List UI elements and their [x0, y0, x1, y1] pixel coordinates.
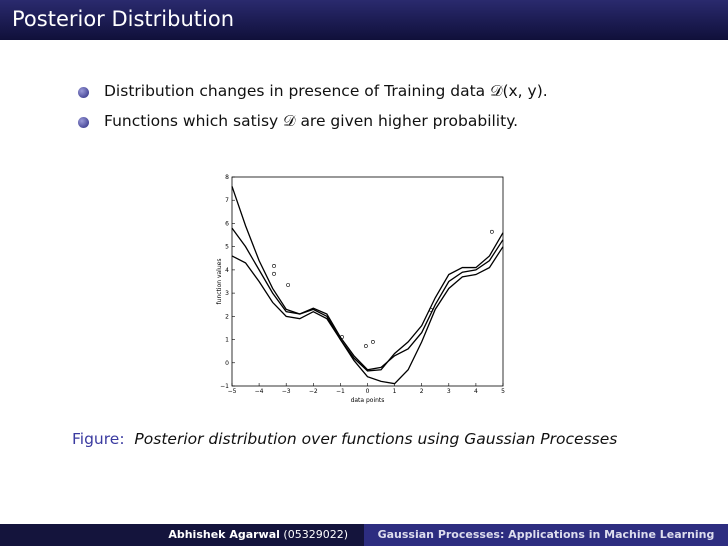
y-tick-label: −1	[220, 383, 229, 390]
y-tick-label: 0	[225, 360, 229, 367]
caption-text: Posterior distribution over functions us…	[134, 430, 618, 448]
footer-author: Abhishek Agarwal	[168, 528, 280, 541]
data-point	[363, 344, 368, 348]
footer-id: (05329022)	[283, 528, 348, 541]
data-point	[489, 229, 494, 234]
caption: Figure: Posterior distribution over func…	[72, 430, 617, 448]
footer-talk-title: Gaussian Processes: Applications in Mach…	[377, 528, 715, 541]
x-tick-label: 0	[366, 388, 370, 395]
x-tick-label: −1	[336, 388, 345, 395]
y-tick-label: 3	[225, 290, 229, 297]
curve	[231, 227, 504, 371]
bullet-dot	[78, 87, 89, 98]
footer-left: Abhishek Agarwal (05329022)	[0, 524, 364, 546]
data-point	[429, 307, 433, 312]
y-tick-label: 4	[225, 267, 229, 274]
x-tick-label: −4	[255, 388, 264, 395]
data-point	[286, 283, 290, 287]
data-point	[340, 335, 344, 339]
x-tick-label: 1	[393, 388, 397, 395]
slide-title: Posterior Distribution	[12, 7, 234, 31]
y-tick-label: 1	[225, 337, 229, 344]
x-tick-label: 3	[447, 388, 451, 395]
footer-right: Gaussian Processes: Applications in Mach…	[364, 524, 728, 546]
bullet-text: Distribution changes in presence of Trai…	[104, 82, 548, 100]
y-tick-label: 2	[225, 313, 229, 320]
y-tick-label: 5	[225, 244, 229, 251]
y-tick-label: 6	[225, 220, 229, 227]
caption-label: Figure:	[72, 430, 125, 448]
x-tick-label: −2	[309, 388, 318, 395]
curve	[231, 186, 504, 385]
x-tick-label: 5	[501, 388, 505, 395]
x-tick-label: 2	[420, 388, 424, 395]
data-point	[371, 339, 375, 344]
header-bar: Posterior Distribution	[0, 0, 728, 40]
data-point	[272, 271, 276, 276]
x-tick-label: 4	[474, 388, 478, 395]
y-axis-label: function values	[216, 259, 223, 305]
y-tick-label: 7	[225, 197, 229, 204]
x-tick-label: −5	[228, 388, 237, 395]
x-tick-label: −3	[282, 388, 291, 395]
data-point	[272, 264, 276, 268]
plot-frame	[231, 176, 504, 387]
x-axis-label: data points	[351, 397, 385, 404]
bullet-text: Functions which satisy 𝒟 are given highe…	[104, 112, 519, 130]
curve	[231, 232, 504, 372]
bullet-dot	[78, 117, 89, 128]
y-tick-label: 8	[225, 174, 229, 181]
